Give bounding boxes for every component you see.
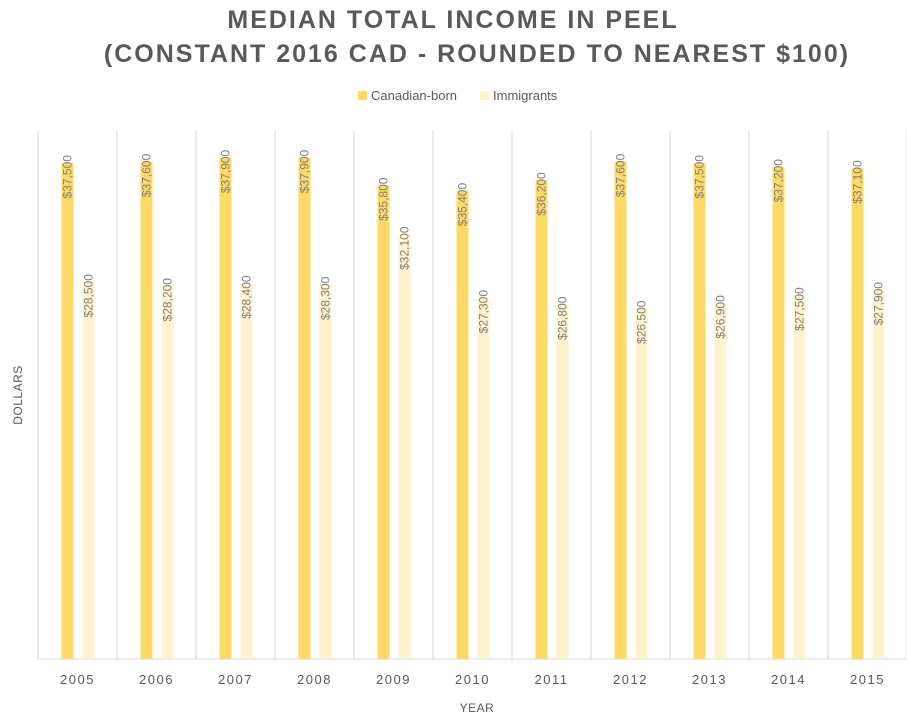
x-tick-label: 2008 (297, 672, 332, 687)
bar (714, 303, 727, 659)
bar (377, 185, 390, 660)
bar (635, 308, 648, 659)
bar (614, 161, 627, 660)
x-tick-label: 2014 (771, 672, 806, 687)
bar (556, 304, 569, 659)
value-label: $27,900 (872, 282, 886, 326)
value-label: $26,500 (635, 300, 649, 344)
bar (535, 180, 548, 659)
chart-title: MEDIAN TOTAL INCOME IN PEEL (227, 6, 678, 34)
value-label: $35,400 (456, 183, 470, 227)
value-label: $37,500 (61, 155, 75, 199)
value-label: $37,100 (851, 160, 865, 204)
value-label: $32,100 (398, 226, 412, 270)
bar (140, 161, 153, 660)
value-label: $37,600 (140, 153, 154, 197)
bar (477, 297, 490, 659)
x-tick-label: 2013 (692, 672, 727, 687)
legend-label: Immigrants (493, 88, 558, 103)
bar (240, 283, 253, 659)
bar (298, 157, 311, 659)
x-tick-label: 2007 (218, 672, 253, 687)
legend-swatch (480, 91, 489, 100)
x-axis-title: YEAR (460, 701, 495, 715)
y-axis-title: DOLLARS (11, 365, 25, 425)
x-tick-label: 2012 (613, 672, 648, 687)
x-tick-label: 2006 (139, 672, 174, 687)
bar (82, 282, 95, 659)
x-tick-label: 2015 (850, 672, 885, 687)
value-label: $37,200 (772, 159, 786, 203)
legend-swatch (358, 91, 367, 100)
value-label: $35,800 (377, 177, 391, 221)
value-label: $36,200 (535, 172, 549, 216)
bar (851, 168, 864, 660)
value-label: $37,900 (219, 149, 233, 193)
bar (319, 284, 332, 659)
bar (219, 157, 232, 659)
value-label: $28,200 (161, 278, 175, 322)
value-label: $26,800 (556, 296, 570, 340)
x-tick-label: 2009 (376, 672, 411, 687)
value-label: $28,300 (319, 276, 333, 320)
bar (398, 234, 411, 660)
bar (456, 190, 469, 659)
value-label: $37,600 (614, 153, 628, 197)
value-label: $28,500 (82, 274, 96, 318)
bar (772, 167, 785, 659)
value-label: $27,300 (477, 290, 491, 334)
bar (161, 286, 174, 659)
value-label: $27,500 (793, 287, 807, 331)
x-tick-label: 2005 (60, 672, 95, 687)
bar (693, 163, 706, 659)
bar (872, 290, 885, 659)
value-label: $26,900 (714, 295, 728, 339)
x-tick-label: 2010 (455, 672, 490, 687)
chart-subtitle: (CONSTANT 2016 CAD - ROUNDED TO NEAREST … (104, 40, 850, 68)
bar (793, 295, 806, 659)
value-label: $37,900 (298, 149, 312, 193)
value-label: $37,500 (693, 155, 707, 199)
legend-label: Canadian-born (371, 88, 457, 103)
value-label: $28,400 (240, 275, 254, 319)
x-tick-label: 2011 (535, 672, 569, 687)
bar (61, 163, 74, 659)
